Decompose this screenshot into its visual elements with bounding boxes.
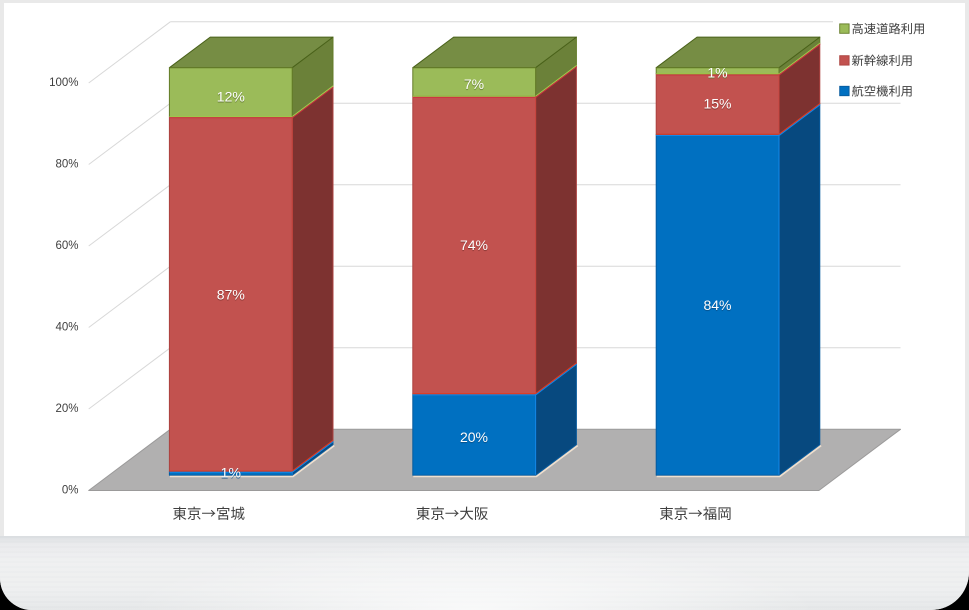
svg-text:60%: 60% bbox=[55, 240, 78, 252]
svg-text:7%: 7% bbox=[464, 76, 484, 92]
svg-text:15%: 15% bbox=[703, 96, 731, 112]
svg-text:40%: 40% bbox=[55, 322, 78, 334]
svg-text:1%: 1% bbox=[707, 64, 727, 80]
svg-text:100%: 100% bbox=[49, 77, 78, 89]
svg-text:20%: 20% bbox=[55, 403, 78, 415]
svg-text:80%: 80% bbox=[55, 159, 78, 171]
svg-text:12%: 12% bbox=[217, 88, 245, 104]
svg-text:87%: 87% bbox=[217, 287, 245, 303]
svg-text:0%: 0% bbox=[62, 485, 79, 497]
svg-text:20%: 20% bbox=[460, 429, 488, 445]
svg-text:1%: 1% bbox=[221, 465, 241, 481]
svg-text:84%: 84% bbox=[703, 297, 731, 313]
svg-text:74%: 74% bbox=[460, 237, 488, 253]
